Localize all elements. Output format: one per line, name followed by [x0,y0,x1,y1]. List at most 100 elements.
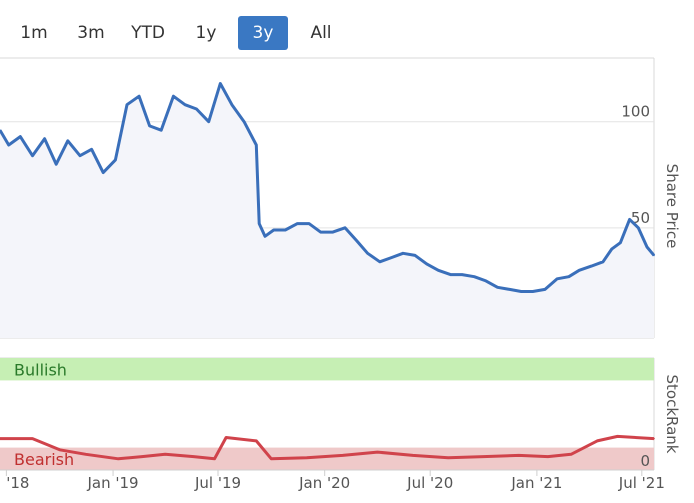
share-price-point [148,125,151,127]
x-axis: Jul '18 Jan '19 Jul '19 Jan '20 Jul '20 Jan '… [0,469,665,492]
share-price-point [0,129,1,131]
share-price-point [308,222,310,225]
x-tick-label: Jul '21 [618,474,665,492]
range-button-3m[interactable]: 3m [77,23,105,43]
stockrank-point [596,440,598,442]
share-price-point [379,261,381,263]
share-price-point [628,218,631,221]
share-price-line [0,82,656,293]
price-y-axis-label: Share Price [663,164,681,249]
share-price-point [610,248,613,250]
share-price-point [160,129,162,131]
stockrank-point [570,453,572,456]
share-price-point [578,269,580,272]
stockrank-point [192,455,195,458]
share-price-point [184,103,186,106]
share-price-point [102,171,104,174]
share-price-point [19,135,22,138]
stockrank-point [447,456,450,459]
share-price-point [31,154,34,157]
share-price-point [637,227,640,229]
share-price-point [255,144,258,146]
share-price-point [296,222,299,225]
price-area-fill [0,83,654,338]
stockrank-point [305,456,308,459]
share-price-point [449,273,452,276]
share-price-point [390,256,393,259]
share-price-point [653,254,655,257]
share-price-point [544,288,546,291]
stockrank-point [482,455,485,458]
share-price-point [556,278,558,280]
stockrank-point [31,437,34,440]
x-tick-label: Jan '21 [510,474,562,492]
price-y-tick-label: 100 [621,103,650,121]
range-selector: 1m 3m YTD 1y 3y All [0,14,360,52]
stockrank-point [376,451,379,453]
share-price-point [319,231,322,233]
stockrank-point [616,435,619,438]
x-tick-label: Jan '20 [298,474,350,492]
share-price-point [473,275,476,278]
share-price-point [138,95,140,97]
share-price-point [619,241,622,244]
stockrank-point [255,440,258,442]
share-price-point [355,239,358,242]
stockrank-point [270,458,273,460]
share-price-point [568,275,570,278]
share-price-point [344,227,346,229]
stockrank-point [341,454,344,457]
stockrank-point [412,454,414,457]
share-price-point [437,269,440,272]
x-tick-label: Jan '19 [87,474,139,492]
share-price-point [55,163,57,165]
range-button-3y[interactable]: 3y [238,16,288,50]
share-price-point [264,235,266,238]
range-button-1y[interactable]: 1y [195,23,217,43]
share-price-point [508,288,511,291]
share-price-point [7,144,10,146]
share-price-point [461,273,463,276]
stockrank-point [0,437,1,440]
share-price-point [284,229,287,231]
share-price-point [485,280,487,282]
stockrank-point [164,453,166,456]
bullish-band-label: Bullish [14,360,67,379]
share-price-point [126,103,128,106]
stockrank-point [58,449,61,451]
share-price-point [67,140,69,142]
range-button-1m[interactable]: 1m [20,23,48,43]
share-price-point [195,108,198,110]
share-price-point [79,154,81,157]
range-button-ytd[interactable]: YTD [131,23,165,43]
share-price-point [402,252,404,255]
x-tick-label: Jul '18 [0,474,29,492]
stockrank-point [225,436,227,439]
share-price-point [258,222,261,225]
stockrank-point [141,455,143,458]
share-price-point [590,265,593,267]
rank-y-axis-label: StockRank [663,375,681,454]
stockrank-point [518,454,520,457]
share-price-point [219,82,222,85]
share-price-point [366,252,369,255]
price-y-tick-label: 50 [631,209,650,227]
share-price-point [172,95,175,97]
share-price-point [602,261,604,263]
share-price-point [114,159,117,161]
bearish-band [0,447,654,470]
share-price-point [243,120,245,123]
share-price-point [496,286,499,289]
range-button-all[interactable]: All [310,23,332,43]
x-tick-label: Jul '20 [406,474,453,492]
share-price-point [646,246,648,248]
share-price-point [332,231,334,233]
share-price-point [90,148,93,151]
share-price-point [231,103,233,106]
stockrank-point [85,453,87,456]
share-price-point [207,120,210,123]
stockrank-point [653,437,655,440]
stockrank-point [213,458,216,460]
share-price-point [532,290,534,293]
